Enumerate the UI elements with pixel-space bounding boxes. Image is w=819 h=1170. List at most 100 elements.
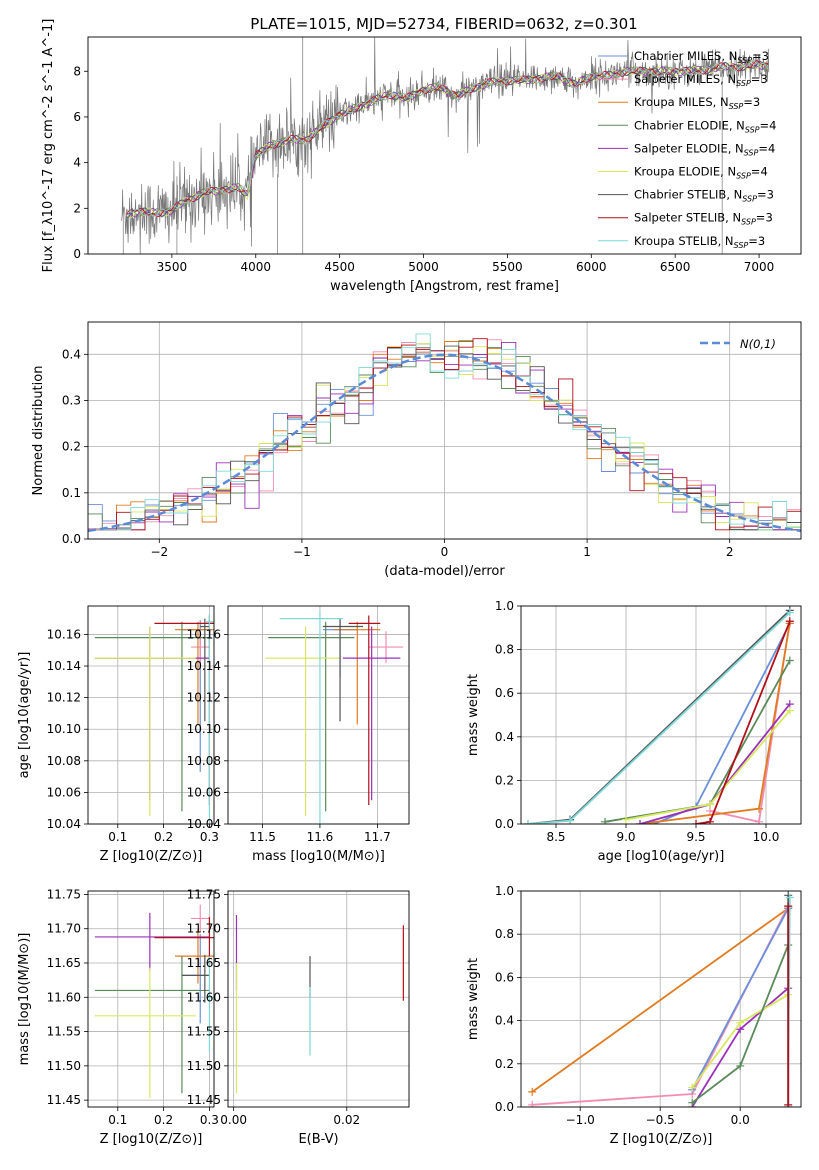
weight-marker <box>601 817 609 824</box>
y-tick-label: 2 <box>73 201 81 215</box>
x-axis-label: Z [log10(Z/Z⊙)] <box>100 849 203 864</box>
y-tick-label: 11.75 <box>47 887 81 901</box>
y-tick-label: 11.60 <box>187 990 221 1004</box>
y-tick-label: 10.16 <box>187 627 221 641</box>
legend-entry-eq: = <box>757 188 767 202</box>
legend-entry-sub: SSP <box>734 241 749 250</box>
weight-marker <box>736 1018 745 1027</box>
axes-age-vs-Z: 0.1 0.2 0.310.0410.0610.0810.1010.1210.141… <box>17 605 219 864</box>
plot-area <box>121 37 770 254</box>
x-tick-label: 0.00 <box>220 1113 247 1127</box>
legend-entry: Kroupa MILES, NSSP=3 <box>634 95 760 111</box>
x-axis-label: mass [log10(M/M⊙)] <box>252 849 385 864</box>
y-tick-label: 11.55 <box>187 1025 221 1039</box>
weight-line <box>691 907 789 1091</box>
legend-entry-sub: SSP <box>736 79 751 88</box>
y-tick-label: 1.0 <box>495 884 514 898</box>
axes-age-vs-mass: 11.5 11.6 11.7 10.04 10.06 10.08 10.10 10.12 10.… <box>187 605 410 864</box>
legend-entry-sub: SSP <box>729 102 744 111</box>
y-tick-label: 10.06 <box>187 785 221 799</box>
legend-entry-eq: = <box>751 165 761 179</box>
x-tick-label: 5500 <box>492 260 523 274</box>
x-tick-label: 9.5 <box>686 830 705 844</box>
weight-marker <box>784 1100 793 1107</box>
y-tick-label: 0.2 <box>62 440 81 454</box>
y-tick-label: 10.14 <box>47 659 81 673</box>
y-axis-label: Flux [f_λ10^-17 erg cm^-2 s^-1 A^-1] <box>41 19 56 273</box>
plot-area <box>235 915 404 1094</box>
model-spectrum-line <box>126 62 769 218</box>
y-tick-label: 0.0 <box>62 532 81 546</box>
weight-marker <box>706 817 714 824</box>
y-tick-label: 0.8 <box>495 643 514 657</box>
x-axis-label: Z [log10(Z/Z⊙)] <box>610 1132 713 1147</box>
plot-area <box>265 610 404 824</box>
legend-entry-nssp: 3 <box>760 72 767 86</box>
y-tick-label: 11.75 <box>187 887 221 901</box>
weight-marker <box>688 1083 697 1092</box>
weight-marker <box>566 816 574 824</box>
y-tick-label: 0.2 <box>495 773 514 787</box>
x-tick-label: 0.3 <box>200 830 219 844</box>
y-tick-label: 10.04 <box>47 817 81 831</box>
x-tick-label: −1 <box>293 545 311 559</box>
legend-entry: N(0,1) <box>740 337 776 351</box>
y-tick-label: 10.04 <box>187 817 221 831</box>
y-tick-label: 10.08 <box>47 754 81 768</box>
x-tick-label: 0 <box>441 545 449 559</box>
legend-entry: Chabrier MILES, NSSP=3 <box>634 49 769 65</box>
weight-marker <box>755 804 763 813</box>
axes-weight-vs-Z: −1.0 −0.5 0.0 0.0 0.2 0.4 0.6 0.8 1.0 Z [log10(Z/… <box>466 884 802 1147</box>
legend-entry-sep: , N <box>728 141 744 155</box>
weight-marker <box>688 1098 697 1107</box>
axes-frame <box>227 890 410 1108</box>
y-tick-label: 10.08 <box>187 754 221 768</box>
weight-marker <box>622 815 630 824</box>
x-axis-label: E(B-V) <box>298 1132 338 1147</box>
plot-area <box>94 613 214 820</box>
x-tick-label: 1 <box>583 545 591 559</box>
weight-marker <box>785 706 794 715</box>
y-tick-label: 10.12 <box>187 691 221 705</box>
model-spectrum-line <box>126 60 769 217</box>
legend-entry-nssp: 4 <box>760 165 767 179</box>
legend-entry: Salpeter STELIB, NSSP=3 <box>634 211 773 227</box>
legend-entry-sub: SSP <box>742 195 757 204</box>
legend-entry-name: Chabrier ELODIE <box>634 118 729 132</box>
legend-entry-sep: , N <box>721 49 737 63</box>
x-tick-label: −0.5 <box>646 1113 675 1127</box>
histogram-step <box>88 343 801 531</box>
legend-entry-sep: , N <box>720 72 736 86</box>
histogram-step <box>88 333 801 531</box>
weight-marker <box>785 617 794 626</box>
y-tick-label: 0.1 <box>62 486 81 500</box>
legend-entry-nssp: 3 <box>767 188 774 202</box>
legend-entry-sep: , N <box>713 95 729 109</box>
y-tick-label: 0.8 <box>495 927 514 941</box>
weight-marker <box>636 820 644 824</box>
weight-line <box>531 907 789 1093</box>
legend-entry-name: Salpeter MILES <box>634 72 720 86</box>
x-tick-label: 4500 <box>324 260 355 274</box>
y-tick-label: 1.0 <box>495 599 514 613</box>
y-tick-label: 10.14 <box>187 659 221 673</box>
legend-entry-sub: SSP <box>741 218 756 227</box>
legend-entry: Chabrier ELODIE, NSSP=4 <box>634 118 776 134</box>
x-axis-label: Z [log10(Z/Z⊙)] <box>100 1132 203 1147</box>
weight-marker <box>785 656 794 665</box>
weight-marker <box>785 608 794 617</box>
y-tick-label: 0.6 <box>495 970 514 984</box>
legend-entry-nssp: 3 <box>753 95 760 109</box>
legend-entry: Kroupa STELIB, NSSP=3 <box>634 234 765 250</box>
y-tick-label: 8 <box>73 64 81 78</box>
legend-entry-name: Salpeter ELODIE <box>634 141 728 155</box>
plot-area <box>88 333 801 533</box>
histogram-step <box>88 345 801 531</box>
legend-entry-nssp: 3 <box>758 234 765 248</box>
y-axis-label: mass weight <box>466 958 481 1040</box>
x-tick-label: 8.5 <box>546 830 565 844</box>
axes-mass-vs-Z: 0.1 0.2 0.3 11.45 11.50 11.55 11.60 11.65 11.70 1… <box>17 887 219 1147</box>
legend-entry-eq: = <box>758 141 768 155</box>
